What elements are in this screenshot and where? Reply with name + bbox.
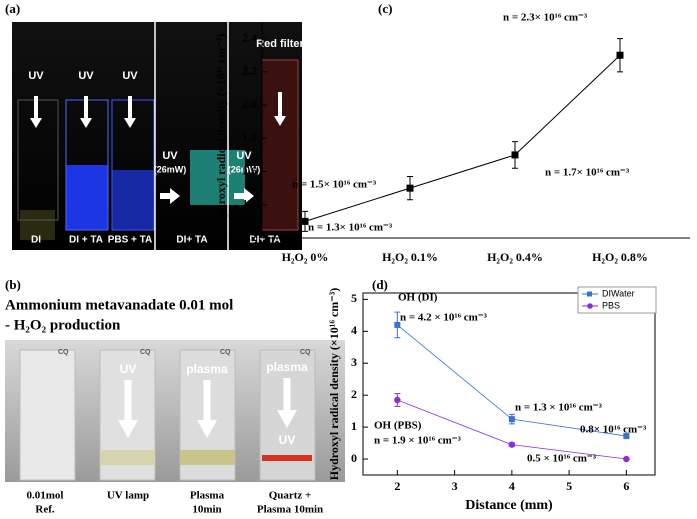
x-tick-label: 5 [566,479,572,493]
annotation: 0.5 × 10¹⁶ cm⁻³ [527,453,597,465]
x-tick-label: H₂O₂ 0.1% [382,250,438,264]
photo-text: UV [162,150,178,162]
photo-a [12,22,302,250]
photo-caption: Plasma [190,490,225,502]
x-tick-label: 2 [394,479,400,493]
y-tick-label: 2.0 [242,97,257,111]
photo-caption: DI+ TA [176,235,207,246]
y-tick-label: 1.8 [242,130,257,144]
photo-text: UV [236,150,252,162]
legend-box [577,286,657,314]
photo-caption: UV lamp [107,490,149,502]
panel-label: (a) [5,1,20,16]
x-tick-label: H₂O₂ 0.8% [592,250,648,264]
y-tick-label: 3 [351,355,357,369]
annotation: n = 1.3 × 10¹⁶ cm⁻³ [515,402,603,414]
annotation: n = 1.3× 10¹⁶ cm⁻³ [308,222,393,234]
y-tick-label: 2.4 [242,30,257,44]
y-tick-label: 1.2 [242,230,257,244]
photo-text: UV [120,362,137,376]
y-tick-label: 0 [351,451,357,465]
point [406,184,414,192]
y-axis-label: Hydroxyl radical density (×10¹⁶ cm⁻³) [327,288,341,480]
panel-title: Ammonium metavanadate 0.01 mol [5,297,233,313]
point [623,433,630,440]
y-tick-label: 1.6 [242,163,257,177]
photo-b [5,340,345,482]
photo-caption: Ref. [35,504,54,516]
plot-frame [362,292,656,476]
point [623,455,630,463]
x-tick-label: 6 [623,479,629,493]
legend-label: DIWater [602,288,635,298]
photo-caption: DI+ TA [249,235,280,246]
y-tick-label: 5 [351,291,357,305]
annotation: n = 1.7× 10¹⁶ cm⁻³ [545,167,630,179]
photo-caption: 10min [192,504,221,516]
panel-label: (b) [5,277,21,292]
photo-text: CQ [300,349,311,356]
point [301,217,309,225]
photo-caption: Quartz + [269,490,312,502]
photo-text: UV [78,70,94,82]
photo-text: (26mW) [154,164,187,174]
photo-caption: DI + TA [69,235,103,246]
photo-caption: DI [31,235,41,246]
point [508,416,515,423]
x-tick-label: H₂O₂ 0.4% [487,250,543,264]
point [616,51,624,59]
x-axis-label: Distance (mm) [465,498,553,513]
point [508,441,516,448]
y-axis-label: Hydroxyl radical density (×10¹⁶ cm⁻³) [214,34,228,226]
photo-text: UV [122,70,138,82]
line [304,54,621,222]
photo-text: CQ [220,349,231,356]
x-tick-label: H₂O₂ 0% [282,250,329,264]
panel-label: (c) [378,1,392,16]
annotation: OH (DI) [398,292,438,304]
point [394,396,401,404]
legend-marker [587,291,592,297]
photo-text: (26mW) [228,164,261,174]
annotation: OH (PBS) [374,420,422,432]
x-tick-label: 4 [509,479,515,493]
y-tick-label: 1.4 [242,197,257,211]
photo-text: CQ [58,349,69,356]
annotation: n = 1.9 × 10¹⁶ cm⁻³ [374,435,462,447]
annotation: 0.8× 10¹⁶ cm⁻³ [580,424,647,436]
photo-text: plasma [266,360,308,374]
y-tick-label: 4 [351,323,357,337]
x-tick-label: 3 [452,479,458,493]
annotation: n = 4.2 × 10¹⁶ cm⁻³ [400,312,488,324]
legend-marker [587,303,593,309]
photo-caption: Plasma 10min [257,504,323,516]
y-tick-label: 1 [351,419,357,433]
annotation: n = 1.5× 10¹⁶ cm⁻³ [292,179,377,191]
annotation: n = 2.3× 10¹⁶ cm⁻³ [503,12,588,24]
photo-text: Red filter [256,38,304,50]
photo-text: CQ [140,349,151,356]
y-tick-label: 2.2 [242,64,257,78]
photo-text: UV [279,433,296,447]
photo-caption: 0.01mol [27,490,64,502]
legend-label: PBS [602,300,620,310]
photo-text: plasma [186,362,228,376]
photo-text: UV [28,70,44,82]
panel-label: (d) [372,277,388,292]
point [511,151,519,159]
photo-caption: PBS + TA [108,235,153,246]
y-tick-label: 2 [351,387,357,401]
point [394,321,401,328]
panel-title: - H₂O₂ production [5,317,121,333]
